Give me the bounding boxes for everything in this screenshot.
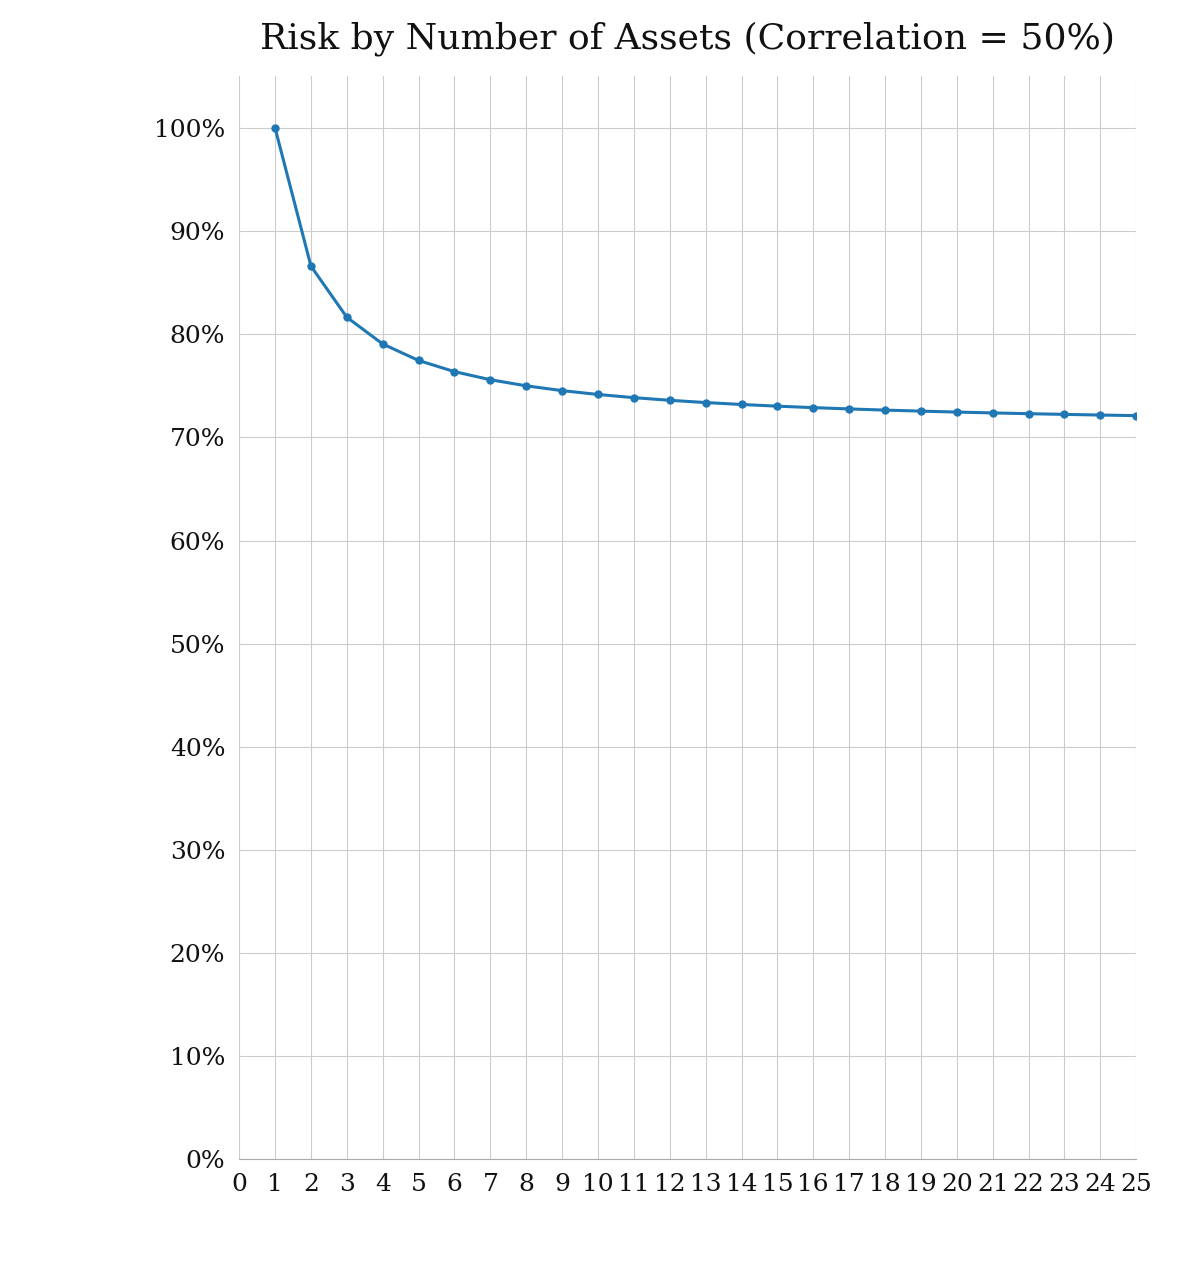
Title: Risk by Number of Assets (Correlation = 50%): Risk by Number of Assets (Correlation = …: [261, 22, 1115, 56]
